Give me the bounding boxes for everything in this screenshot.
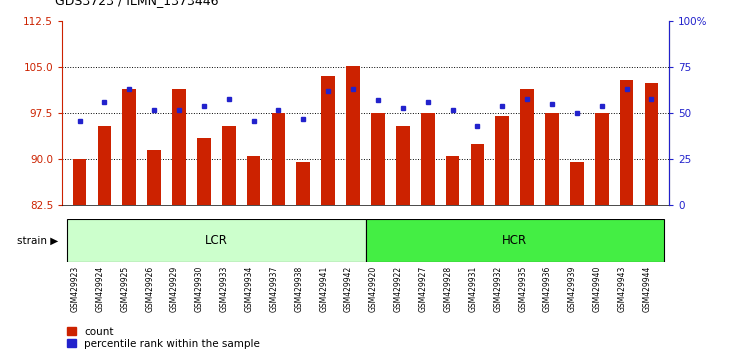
Text: GSM429928: GSM429928 [444, 266, 452, 312]
Text: GSM429932: GSM429932 [493, 266, 502, 312]
Text: GSM429933: GSM429933 [220, 266, 229, 312]
Bar [346, 66, 360, 205]
Text: GSM429937: GSM429937 [270, 266, 279, 312]
Text: GSM429931: GSM429931 [469, 266, 477, 312]
Bar [173, 89, 186, 205]
Text: GSM429943: GSM429943 [618, 266, 626, 312]
Legend: count, percentile rank within the sample: count, percentile rank within the sample [67, 327, 260, 349]
Text: GSM429938: GSM429938 [295, 266, 303, 312]
Text: GSM429941: GSM429941 [319, 266, 328, 312]
Text: LCR: LCR [205, 234, 228, 247]
Bar [72, 159, 86, 205]
Bar [371, 113, 385, 205]
Bar [595, 113, 609, 205]
Text: GSM429923: GSM429923 [70, 266, 80, 312]
Text: GSM429927: GSM429927 [419, 266, 428, 312]
Bar [446, 156, 459, 205]
Bar [496, 116, 509, 205]
Bar [520, 89, 534, 205]
Text: GSM429922: GSM429922 [394, 266, 403, 312]
Bar [297, 162, 310, 205]
Text: GSM429924: GSM429924 [96, 266, 105, 312]
Bar [122, 89, 136, 205]
Text: GSM429930: GSM429930 [195, 266, 204, 312]
Bar [545, 113, 558, 205]
Bar [148, 150, 161, 205]
Bar [471, 144, 484, 205]
Bar [272, 113, 285, 205]
Bar [396, 126, 409, 205]
Bar [570, 162, 583, 205]
Text: GSM429920: GSM429920 [369, 266, 378, 312]
Text: strain ▶: strain ▶ [18, 236, 58, 246]
Text: GSM429929: GSM429929 [170, 266, 179, 312]
Bar [366, 219, 664, 262]
Bar [67, 219, 366, 262]
Text: GSM429942: GSM429942 [344, 266, 353, 312]
Text: GSM429926: GSM429926 [145, 266, 154, 312]
Text: GSM429935: GSM429935 [518, 266, 527, 312]
Bar [197, 138, 211, 205]
Bar [645, 82, 659, 205]
Text: GSM429939: GSM429939 [568, 266, 577, 312]
Text: GSM429925: GSM429925 [121, 266, 129, 312]
Bar [620, 80, 634, 205]
Bar [421, 113, 434, 205]
Text: GSM429936: GSM429936 [543, 266, 552, 312]
Text: GSM429940: GSM429940 [593, 266, 602, 312]
Bar [222, 126, 235, 205]
Text: GSM429934: GSM429934 [245, 266, 254, 312]
Text: GDS3723 / ILMN_1373446: GDS3723 / ILMN_1373446 [55, 0, 219, 7]
Bar [97, 126, 111, 205]
Text: HCR: HCR [502, 234, 527, 247]
Bar [247, 156, 260, 205]
Bar [322, 76, 335, 205]
Text: GSM429944: GSM429944 [643, 266, 651, 312]
